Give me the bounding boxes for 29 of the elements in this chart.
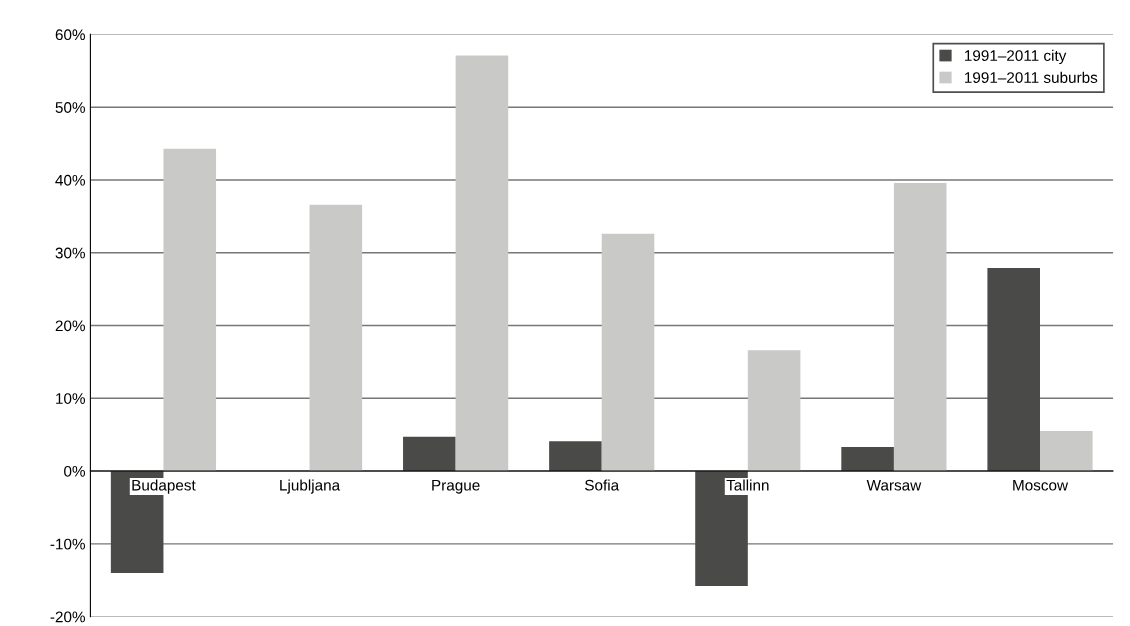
x-tick-label: Prague xyxy=(432,479,480,494)
bar xyxy=(893,182,947,472)
bar xyxy=(163,148,217,472)
y-tick-label: -20% xyxy=(50,611,85,623)
y-tick-label: 40% xyxy=(55,174,85,186)
bar xyxy=(309,204,363,472)
x-tick-label: Ljubljana xyxy=(280,479,341,494)
x-tick-label: Budapest xyxy=(132,479,196,494)
x-tick-label: Warsaw xyxy=(866,479,922,491)
bar xyxy=(841,447,894,472)
y-tick-label: 60% xyxy=(55,29,85,41)
legend-label: 1991–2011 city xyxy=(965,49,1067,65)
bar xyxy=(601,233,655,472)
bar xyxy=(987,268,1040,472)
bar xyxy=(455,55,509,472)
bar xyxy=(747,350,801,472)
bar xyxy=(1040,431,1093,472)
bar xyxy=(403,436,456,472)
legend-label: 1991–2011 suburbs xyxy=(965,71,1098,83)
y-tick-label: 0% xyxy=(64,465,85,477)
bar xyxy=(549,441,602,472)
y-tick-label: 50% xyxy=(55,102,85,113)
x-tick-label: Tallinn xyxy=(726,479,769,491)
y-tick-label: -10% xyxy=(50,538,85,550)
y-tick-label: 20% xyxy=(55,320,85,332)
y-tick-label: 30% xyxy=(55,247,85,259)
x-tick-label: Moscow xyxy=(1013,479,1069,491)
x-tick-label: Sofia xyxy=(585,479,620,491)
y-tick-label: 10% xyxy=(56,393,85,404)
